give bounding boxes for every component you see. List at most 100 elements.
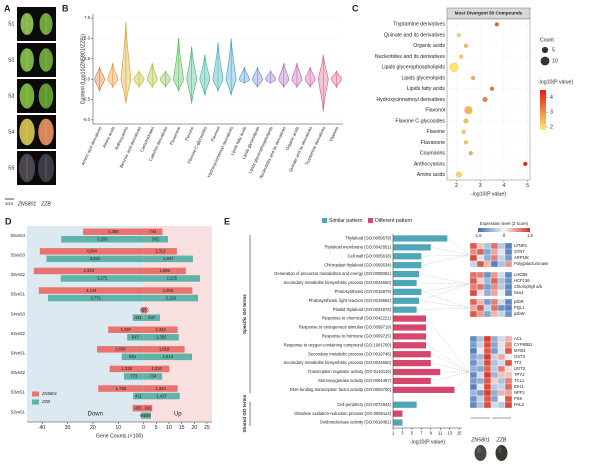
heatmap-cell bbox=[469, 298, 478, 306]
x-tick-label: 3 bbox=[479, 183, 482, 189]
x-tick-label: 11 bbox=[438, 431, 443, 436]
heatmap-cell bbox=[483, 283, 492, 291]
heatmap-cell bbox=[490, 304, 499, 312]
heatmap-cell bbox=[504, 304, 513, 312]
heatmap-cell bbox=[483, 335, 492, 343]
y-tick-label: 7.5 bbox=[84, 15, 90, 20]
heatmap-cell bbox=[476, 277, 485, 285]
data-label: 1,397 bbox=[121, 327, 132, 332]
heatmap-cell bbox=[483, 341, 492, 349]
x-tick-label: 15 bbox=[457, 431, 462, 436]
y-tick-label: Tryptamine derivatives bbox=[393, 22, 445, 28]
bubble bbox=[464, 106, 473, 115]
x-tick-label: Lipids glycerophospholipids bbox=[247, 126, 273, 175]
connector bbox=[431, 371, 470, 382]
gene-label: psbR bbox=[514, 299, 524, 304]
data-label: 1,313 bbox=[155, 249, 166, 254]
heatmap-cell bbox=[469, 289, 478, 297]
up-region bbox=[143, 226, 212, 422]
data-label: 1,913 bbox=[163, 354, 174, 359]
panel-label: B bbox=[62, 3, 69, 13]
data-label: 4,094 bbox=[86, 249, 97, 254]
gene-label: MYB4 bbox=[514, 348, 526, 353]
gene-label: LHCB5 bbox=[514, 272, 528, 277]
heatmap-cell bbox=[504, 248, 513, 256]
leaf bbox=[38, 118, 54, 146]
heatmap-cell bbox=[469, 383, 478, 391]
y-tick-label: Lipids fatty acids bbox=[407, 86, 446, 92]
heatmap-cell bbox=[497, 341, 506, 349]
heatmap-cell bbox=[497, 347, 506, 355]
annotation: Down bbox=[88, 412, 103, 418]
x-tick-label: 30 bbox=[65, 425, 71, 431]
bubble bbox=[449, 62, 459, 72]
bar-up bbox=[143, 255, 193, 263]
data-label: 734 bbox=[149, 374, 157, 379]
data-label: 3,250 bbox=[97, 237, 108, 242]
bubble bbox=[459, 54, 464, 59]
heatmap-cell bbox=[476, 395, 485, 403]
heatmap-cell bbox=[490, 242, 499, 250]
heatmap-cell bbox=[497, 260, 506, 268]
gene-label: IDH1 bbox=[514, 384, 524, 389]
legend-label: Different pattern bbox=[375, 218, 412, 224]
panel-label: A bbox=[4, 3, 11, 13]
x-tick-label: Flavonol bbox=[210, 126, 221, 143]
y-tick-label: S5vsS1 bbox=[11, 292, 26, 297]
heatmap-cell bbox=[497, 271, 506, 279]
colorbar-label: 0 bbox=[503, 233, 506, 238]
bar-up bbox=[143, 294, 199, 302]
y-tick-label: Cell periphery (GO:0071944) bbox=[337, 402, 391, 407]
data-label: 647 bbox=[148, 315, 156, 320]
heatmap-cell bbox=[497, 283, 506, 291]
y-tick-label: Response to chemical (GO:0042221) bbox=[322, 316, 392, 321]
gene-label: LFNR1 bbox=[514, 243, 528, 248]
heatmap-cell bbox=[469, 242, 478, 250]
seed-highlight bbox=[498, 447, 502, 453]
bar-up bbox=[143, 287, 193, 294]
heatmap-cell bbox=[504, 389, 513, 397]
data-label: 87 bbox=[140, 307, 145, 312]
colorbar-label: 2 bbox=[550, 124, 553, 130]
heatmap-cell bbox=[504, 277, 513, 285]
x-axis-label: -log10(P value) bbox=[471, 191, 506, 197]
bar-down bbox=[83, 228, 144, 235]
gene-label: TT2 bbox=[514, 360, 522, 365]
heatmap-cell bbox=[504, 377, 513, 385]
heatmap-cell bbox=[497, 298, 506, 306]
heatmap-cell bbox=[497, 371, 506, 379]
x-tick-label: 40 bbox=[39, 425, 45, 431]
heatmap-cell bbox=[504, 298, 513, 306]
bar bbox=[393, 297, 419, 304]
heatmap-cell bbox=[490, 310, 499, 318]
bar-down bbox=[141, 306, 144, 314]
bar-up bbox=[143, 365, 170, 373]
heatmap-cell bbox=[483, 254, 492, 262]
x-tick-label: 20 bbox=[90, 425, 96, 431]
heatmap-cell bbox=[469, 283, 478, 291]
gene-label: Polygalacturonase bbox=[514, 261, 549, 266]
heatmap-cell bbox=[483, 289, 492, 297]
bar bbox=[393, 288, 422, 295]
bubble bbox=[482, 96, 488, 103]
connector bbox=[431, 354, 470, 373]
bar-up bbox=[143, 334, 179, 341]
bar bbox=[393, 351, 431, 358]
x-tick-label: Vitamins bbox=[328, 126, 339, 143]
x-axis-label: Gene Counts (×100) bbox=[96, 433, 143, 439]
heatmap-cell bbox=[476, 353, 485, 361]
bar-down bbox=[33, 267, 144, 275]
leaf bbox=[19, 118, 35, 146]
gene-label: Ssu4 bbox=[514, 290, 524, 295]
legend-swatch bbox=[32, 391, 39, 397]
y-tick-label: Thylakoid (GO:0009579) bbox=[345, 236, 391, 241]
heatmap-cell bbox=[469, 254, 478, 262]
heatmap-cell bbox=[490, 335, 499, 343]
heatmap-cell bbox=[476, 289, 485, 297]
y-tick-label: Anthocyanins bbox=[414, 161, 446, 167]
bar-up bbox=[143, 373, 163, 380]
bar-down bbox=[38, 287, 144, 294]
y-tick-label: -2.5 bbox=[83, 97, 91, 102]
bar-down bbox=[133, 392, 144, 400]
